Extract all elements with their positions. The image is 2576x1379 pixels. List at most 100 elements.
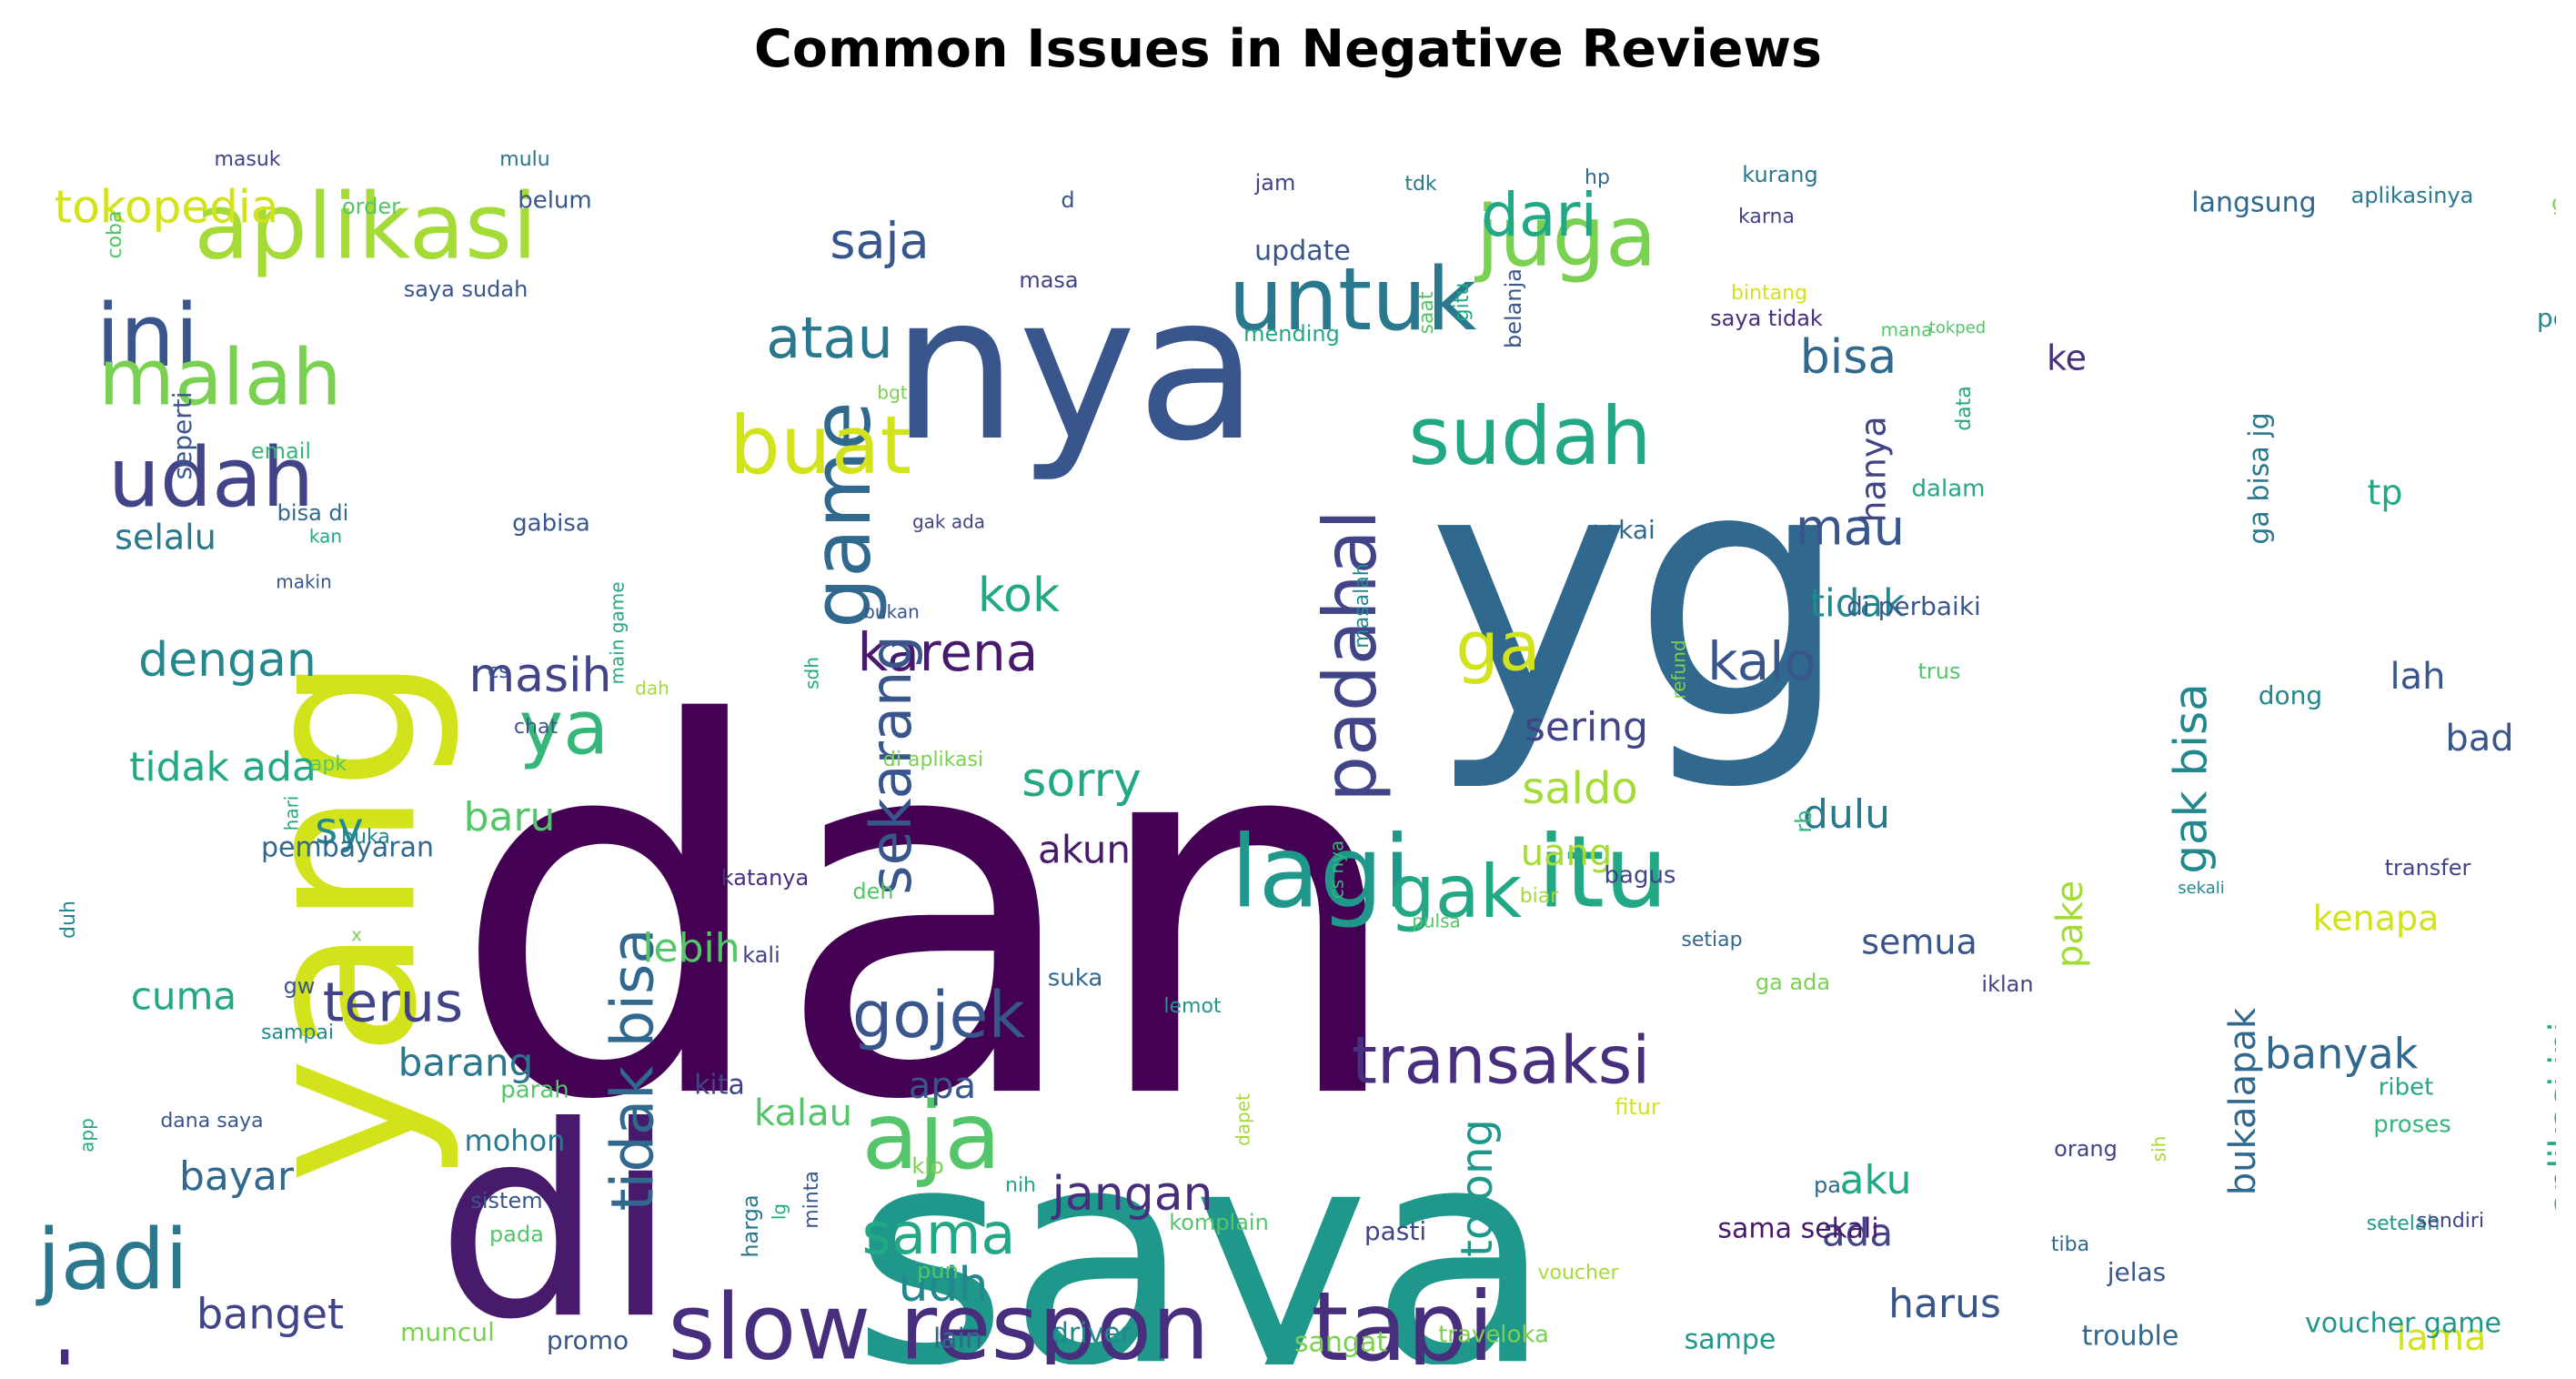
word-lain: lain [933,1324,982,1355]
word-bisa: bisa [1800,330,1897,385]
word-minta: minta [800,1171,823,1229]
word-update: update [1254,236,1351,267]
word-kali: kali [742,942,780,968]
word-tokped: tokped [1929,318,1986,337]
word-gak: gak [1389,850,1523,934]
word-uang: uang [1521,832,1613,874]
word-pun: pun [917,1258,959,1283]
word-masa: masa [1019,267,1078,293]
word-voucher-game: voucher game [2305,1308,2501,1340]
word-ribet: ribet [2379,1074,2434,1102]
word-sampe: sampe [1685,1324,1776,1356]
word-sekarang: sekarang [858,635,924,894]
word-data: data [1953,386,1976,431]
word-refund: refund [1668,639,1690,699]
word-komplain: komplain [1169,1210,1269,1235]
word-mau: mau [1796,499,1905,557]
word-game: game [795,401,889,629]
word-aja: aja [861,1082,1001,1191]
word-aplikasi: aplikasi [194,173,538,279]
word-dong: dong [2259,680,2322,710]
word-x: x [351,924,362,946]
word-ga-ada: ga ada [1756,970,1830,995]
word-terus: terus [323,971,463,1035]
word-parah: parah [500,1077,569,1104]
word-rb: rb [1791,810,1816,832]
word-apa: apa [909,1065,976,1107]
word-hari: hari [281,796,303,831]
word-dulu: dulu [1803,791,1890,838]
word-kalo: kalo [1707,630,1816,692]
word-hanya: hanya [1854,416,1894,522]
word-d: d [1061,187,1074,213]
word-jangan: jangan [1051,1167,1213,1222]
word-bgt: bgt [877,382,907,404]
word-masuk: masuk [214,148,280,171]
word-gitu: gitu [1451,283,1474,322]
word-saya: saya [851,1082,1554,1364]
word-udah: udah [108,430,314,526]
word-ga-bisa-jg: ga bisa jg [2244,412,2276,544]
word-mohon: mohon [465,1123,566,1158]
word-bagus: bagus [1605,862,1676,890]
word-sudah: sudah [1408,389,1651,483]
word-iklan: iklan [1981,971,2033,997]
word-pulsa: pulsa [1412,911,1461,932]
word-traveloka: traveloka [1438,1322,1549,1349]
word-cs: cs [488,660,509,683]
word-sama-sekali: sama sekali [1717,1213,1878,1245]
word-dana: dana [23,1335,231,1364]
word-seperti: seperti [167,391,197,479]
word-harus: harus [1888,1281,2001,1327]
word-tiba: tiba [2051,1233,2089,1256]
word-belanja: belanja [1501,268,1526,348]
word-saya-sudah: saya sudah [404,277,528,302]
chart-title: Common Issues in Negative Reviews [754,19,1822,79]
word-gak-bisa: gak bisa [2165,683,2218,874]
word-slow-respon: slow respon [668,1273,1209,1364]
word-ga: ga [1455,607,1541,687]
word-sama: sama [862,1201,1016,1267]
word-kenapa: kenapa [2313,899,2440,939]
word-pake: pake [2049,881,2091,968]
word-dah: dah [635,678,669,700]
word-nih: nih [1005,1174,1036,1197]
word-baru: baru [464,794,556,840]
word-sy: sy [315,803,363,854]
word-pelayanan: pelayanan [2537,303,2556,333]
word-katanya: katanya [721,865,809,891]
word-sering: sering [1524,704,1648,750]
word-voucher: voucher [1537,1262,1619,1284]
word-trus: trus [1918,659,1961,684]
word-gw: gw [284,973,316,999]
word-apk: apk [310,753,347,776]
word-pasti: pasti [1364,1216,1426,1246]
word-dana-saya: dana saya [160,1110,263,1132]
word-tidak: tidak [1810,581,1907,626]
word-transaksi: transaksi [1352,1022,1650,1099]
word-karna: karna [1738,206,1795,228]
word-saat: saat [1415,291,1438,334]
word-ya: ya [519,685,609,771]
word-akun: akun [1038,828,1131,872]
word-banget: banget [196,1290,344,1339]
word-sistem: sistem [470,1188,542,1213]
word-banyak: banyak [2265,1030,2419,1079]
word-bad: bad [2445,718,2513,760]
word-yang: yang [216,655,464,1183]
word-kan: kan [309,526,342,548]
word-nya: nya [891,252,1259,485]
word-tidak-ada: tidak ada [129,744,317,790]
word-gojek: gojek [852,978,1026,1052]
word-muncul: muncul [400,1317,495,1347]
word-di-perbaiki: di perbaiki [1846,591,1981,621]
word-aplikasi-ini: aplikasi ini [2542,1022,2556,1213]
word-atau: atau [766,305,893,371]
word-bayar: bayar [179,1153,295,1200]
word-bisa-di: bisa di [277,500,349,526]
word-setiap: setiap [1681,929,1742,951]
word-pakai: pakai [1586,515,1655,545]
word-ke: ke [2047,338,2087,378]
word-tokopedia: tokopedia [55,181,279,234]
